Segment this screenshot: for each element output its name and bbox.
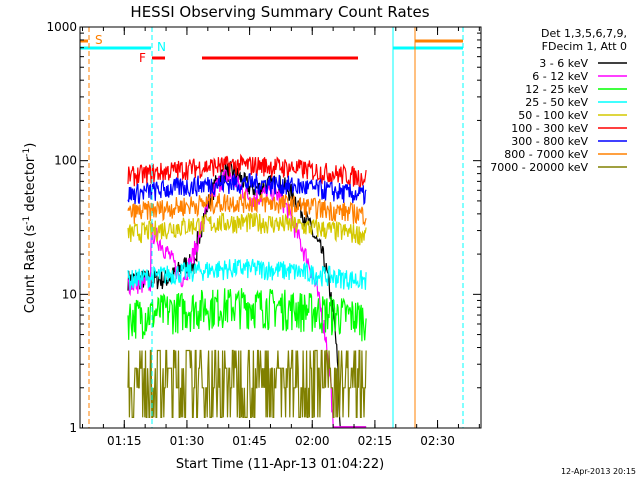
- x-tick-label: 01:15: [107, 434, 142, 448]
- flags-layer: S NF: [80, 27, 464, 428]
- y-axis: 1 10 100 1000: [46, 20, 481, 435]
- flare-flag-label: F: [139, 51, 146, 65]
- legend-header-line-2: FDecim 1, Att 0: [542, 40, 627, 53]
- legend-label: 300 - 800 keV: [511, 135, 588, 148]
- x-axis-label: Start Time (11-Apr-13 01:04:22): [176, 457, 384, 472]
- footer-timestamp: 12-Apr-2013 20:15: [561, 467, 636, 476]
- series-line: [127, 153, 367, 189]
- plot-frame: [79, 26, 482, 429]
- legend-label: 3 - 6 keV: [539, 57, 588, 70]
- series-line: [127, 288, 367, 342]
- y-tick-label: 10: [62, 287, 77, 301]
- series-line: [127, 172, 367, 206]
- x-tick-label: 01:45: [232, 434, 267, 448]
- legend-label: 50 - 100 keV: [518, 109, 588, 122]
- legend-label: 7000 - 20000 keV: [490, 161, 588, 174]
- legend-label: 100 - 300 keV: [511, 122, 588, 135]
- legend-label: 12 - 25 keV: [525, 83, 588, 96]
- y-tick-label: 1: [69, 421, 77, 435]
- chart-title: HESSI Observing Summary Count Rates: [130, 3, 429, 21]
- x-tick-label: 02:00: [295, 434, 330, 448]
- x-tick-label: 02:15: [358, 434, 393, 448]
- series-line: [127, 258, 367, 290]
- legend-label: 25 - 50 keV: [525, 96, 588, 109]
- series-line: [127, 169, 367, 428]
- series-line: [127, 190, 367, 227]
- legend: Det 1,3,5,6,7,9, FDecim 1, Att 0 3 - 6 k…: [490, 27, 627, 174]
- y-tick-label: 1000: [46, 20, 77, 34]
- series-line: [127, 212, 367, 246]
- x-axis: 01:15 01:30 01:45 02:00 02:15 02:30: [82, 27, 480, 448]
- saa-flag-label: S: [95, 33, 103, 47]
- legend-label: 800 - 7000 keV: [504, 148, 588, 161]
- night-flag-label: N: [157, 40, 166, 54]
- y-tick-label: 100: [54, 154, 77, 168]
- series-layer: [127, 153, 367, 428]
- y-axis-label: Count Rate (s-1 detector-1): [22, 143, 38, 314]
- series-line: [127, 349, 367, 418]
- legend-label: 6 - 12 keV: [532, 70, 588, 83]
- legend-header-line-1: Det 1,3,5,6,7,9,: [541, 27, 627, 40]
- x-tick-label: 01:30: [170, 434, 205, 448]
- x-tick-label: 02:30: [420, 434, 455, 448]
